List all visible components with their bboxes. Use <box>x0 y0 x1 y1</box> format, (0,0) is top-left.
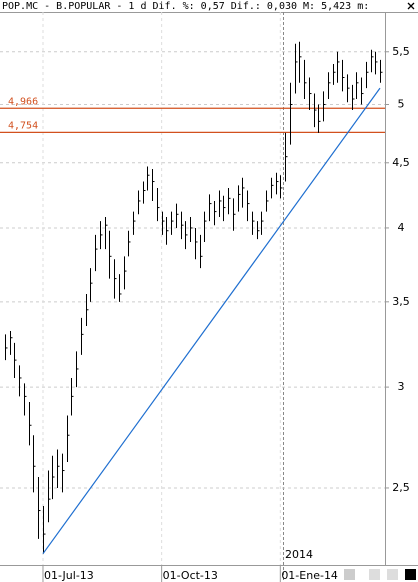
tool-button[interactable] <box>344 569 355 580</box>
plot-area <box>0 12 385 565</box>
chart-title: POP.MC - B.POPULAR - 1 d Dif. %: 0,57 Di… <box>2 1 369 12</box>
reference-label: 4,754 <box>8 120 38 131</box>
x-tick-label: 01-Ene-14 <box>281 569 338 582</box>
y-tick-label: 5,5 <box>392 45 410 58</box>
reference-label: 4,966 <box>8 96 38 107</box>
close-icon <box>407 2 415 10</box>
tool-button[interactable] <box>369 569 380 580</box>
trend-line <box>42 87 381 555</box>
y-tick-label: 3,5 <box>392 295 410 308</box>
y-tick-label: 3 <box>398 380 405 393</box>
header-bar <box>0 0 418 12</box>
x-tick-label: 01-Jul-13 <box>44 569 94 582</box>
y-tick-label: 4,5 <box>392 156 410 169</box>
y-tick-label: 5 <box>398 98 405 111</box>
tool-button[interactable] <box>387 569 398 580</box>
tool-button[interactable] <box>405 569 416 580</box>
x-tick-label: 01-Oct-13 <box>163 569 218 582</box>
year-label: 2014 <box>285 548 313 561</box>
y-tick-label: 4 <box>398 221 405 234</box>
y-tick-label: 2,5 <box>392 481 410 494</box>
toolbar <box>344 569 416 580</box>
